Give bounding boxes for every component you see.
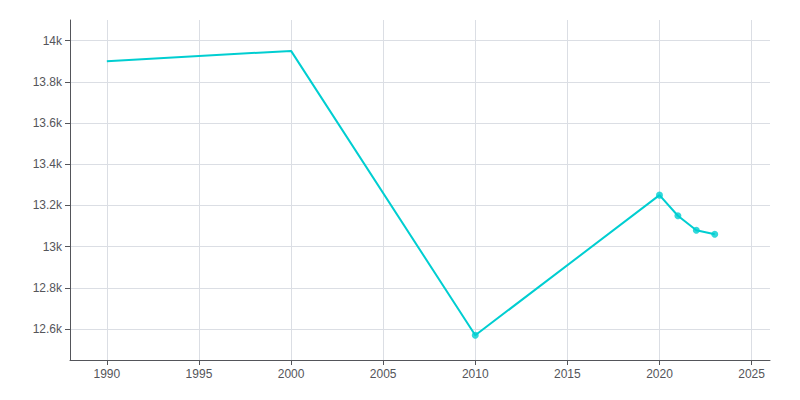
svg-text:1995: 1995 (186, 367, 213, 381)
svg-text:13k: 13k (43, 240, 63, 254)
svg-text:12.8k: 12.8k (33, 281, 63, 295)
svg-text:13.2k: 13.2k (33, 198, 63, 212)
svg-text:2000: 2000 (278, 367, 305, 381)
svg-text:12.6k: 12.6k (33, 322, 63, 336)
svg-text:13.8k: 13.8k (33, 75, 63, 89)
svg-text:2025: 2025 (738, 367, 765, 381)
svg-text:2010: 2010 (462, 367, 489, 381)
svg-text:2005: 2005 (370, 367, 397, 381)
svg-text:2020: 2020 (646, 367, 673, 381)
svg-text:1990: 1990 (93, 367, 120, 381)
svg-text:13.4k: 13.4k (33, 157, 63, 171)
svg-text:13.6k: 13.6k (33, 116, 63, 130)
svg-text:14k: 14k (43, 34, 63, 48)
svg-text:2015: 2015 (554, 367, 581, 381)
